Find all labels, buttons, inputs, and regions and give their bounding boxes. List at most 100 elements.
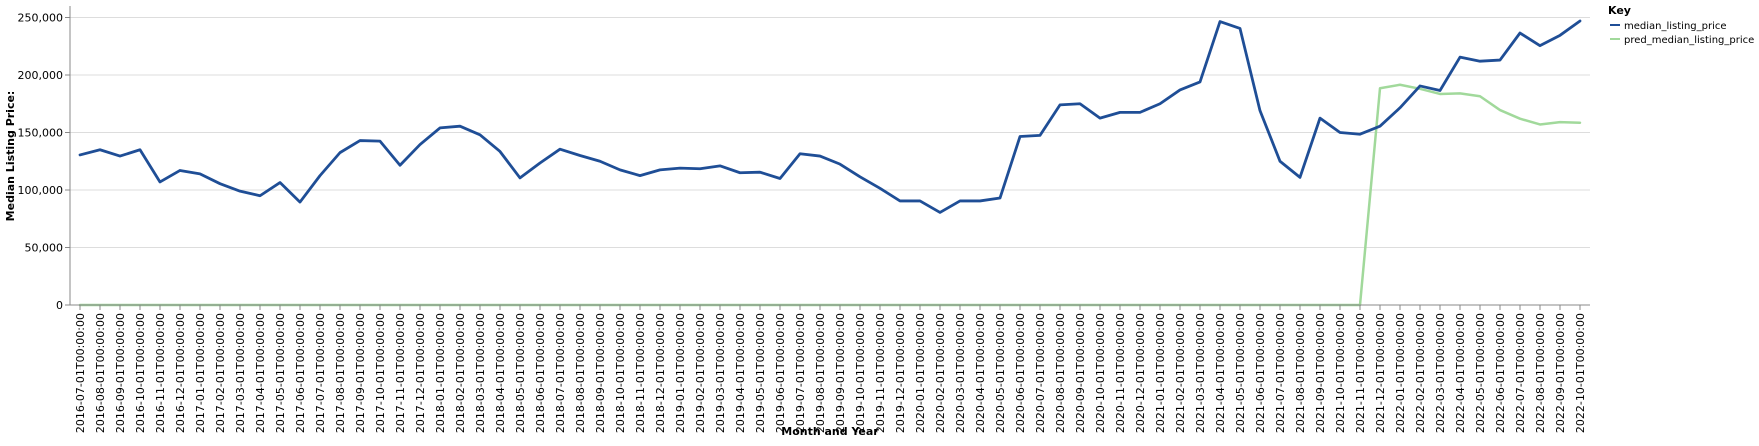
x-tick-label: 2018-03-01T00:00:00 xyxy=(474,313,487,433)
data-point xyxy=(199,173,202,176)
data-point xyxy=(299,201,302,204)
data-point xyxy=(79,154,82,157)
data-point xyxy=(1539,123,1542,126)
data-point xyxy=(99,148,102,151)
data-point xyxy=(1459,56,1462,59)
data-point xyxy=(1479,95,1482,98)
data-point xyxy=(1499,109,1502,112)
x-tick-label: 2019-12-01T00:00:00 xyxy=(894,313,907,433)
data-point xyxy=(1359,133,1362,136)
data-point xyxy=(479,133,482,136)
x-tick-label: 2017-02-01T00:00:00 xyxy=(214,313,227,433)
y-axis-title: Median Listing Price: xyxy=(4,91,17,222)
x-tick-label: 2016-12-01T00:00:00 xyxy=(174,313,187,433)
data-point xyxy=(1439,89,1442,92)
x-tick-label: 2019-11-01T00:00:00 xyxy=(874,313,887,433)
x-tick-label: 2018-12-01T00:00:00 xyxy=(654,313,667,433)
data-point xyxy=(899,200,902,203)
data-point xyxy=(1139,111,1142,114)
x-tick-label: 2019-10-01T00:00:00 xyxy=(854,313,867,433)
x-tick-label: 2017-09-01T00:00:00 xyxy=(354,313,367,433)
data-point xyxy=(1559,34,1562,37)
x-tick-label: 2020-01-01T00:00:00 xyxy=(914,313,927,433)
data-point xyxy=(979,200,982,203)
x-tick-label: 2019-09-01T00:00:00 xyxy=(834,313,847,433)
x-tick-label: 2021-11-01T00:00:00 xyxy=(1354,313,1367,433)
data-point xyxy=(1539,44,1542,47)
x-tick-label: 2019-07-01T00:00:00 xyxy=(794,313,807,433)
data-point xyxy=(379,140,382,143)
x-tick-label: 2018-08-01T00:00:00 xyxy=(574,313,587,433)
data-point xyxy=(759,171,762,174)
x-tick-label: 2018-07-01T00:00:00 xyxy=(554,313,567,433)
x-tick-label: 2022-03-01T00:00:00 xyxy=(1434,313,1447,433)
axes: Median Listing Price: Month and Year 0 50… xyxy=(4,6,1590,438)
x-tick-label: 2017-08-01T00:00:00 xyxy=(334,313,347,433)
data-point xyxy=(1499,59,1502,62)
data-point xyxy=(799,152,802,155)
x-tick-label: 2020-11-01T00:00:00 xyxy=(1114,313,1127,433)
y-tick-label: 100,000 xyxy=(18,184,64,197)
data-point xyxy=(1339,131,1342,134)
legend-title: Key xyxy=(1608,4,1631,17)
data-point xyxy=(1399,83,1402,86)
x-tick-label: 2022-01-01T00:00:00 xyxy=(1394,313,1407,433)
x-tick-label: 2017-04-01T00:00:00 xyxy=(254,313,267,433)
x-tick-label: 2018-01-01T00:00:00 xyxy=(434,313,447,433)
x-tick-label: 2016-09-01T00:00:00 xyxy=(114,313,127,433)
data-point xyxy=(439,127,442,130)
data-point xyxy=(1579,20,1582,23)
data-point xyxy=(1579,121,1582,124)
x-tick-label: 2018-11-01T00:00:00 xyxy=(634,313,647,433)
x-tick-label: 2020-02-01T00:00:00 xyxy=(934,313,947,433)
data-point xyxy=(879,187,882,190)
x-tick-label: 2022-10-01T00:00:00 xyxy=(1574,313,1587,433)
legend: Key median_listing_price pred_median_lis… xyxy=(1608,4,1754,46)
data-point xyxy=(539,162,542,165)
x-tick-label: 2021-08-01T00:00:00 xyxy=(1294,313,1307,433)
x-tick-label: 2017-01-01T00:00:00 xyxy=(194,313,207,433)
x-tick-label: 2017-05-01T00:00:00 xyxy=(274,313,287,433)
data-point xyxy=(1059,104,1062,107)
x-tick-label: 2021-09-01T00:00:00 xyxy=(1314,313,1327,433)
x-tick-label: 2017-03-01T00:00:00 xyxy=(234,313,247,433)
data-point xyxy=(339,151,342,154)
data-point xyxy=(399,164,402,167)
x-tick-label: 2016-10-01T00:00:00 xyxy=(134,313,147,433)
data-point xyxy=(119,155,122,158)
data-point xyxy=(1039,134,1042,137)
x-tick-label: 2021-01-01T00:00:00 xyxy=(1154,313,1167,433)
data-point xyxy=(739,171,742,174)
y-tick-label: 150,000 xyxy=(18,127,64,140)
data-point xyxy=(1439,93,1442,96)
data-point xyxy=(1519,117,1522,120)
data-point xyxy=(159,181,162,184)
x-tick-label: 2021-05-01T00:00:00 xyxy=(1234,313,1247,433)
x-tick-label: 2016-11-01T00:00:00 xyxy=(154,313,167,433)
x-tick-label: 2017-10-01T00:00:00 xyxy=(374,313,387,433)
data-point xyxy=(999,197,1002,200)
x-tick-label: 2018-09-01T00:00:00 xyxy=(594,313,607,433)
x-tick-label: 2020-04-01T00:00:00 xyxy=(974,313,987,433)
data-point xyxy=(219,182,222,185)
y-tick-label: 0 xyxy=(56,299,63,312)
x-axis-title: Month and Year xyxy=(781,425,879,438)
data-point xyxy=(1459,92,1462,95)
data-point xyxy=(319,174,322,177)
x-tick-label: 2018-10-01T00:00:00 xyxy=(614,313,627,433)
x-tick-label: 2017-07-01T00:00:00 xyxy=(314,313,327,433)
x-tick-label: 2018-05-01T00:00:00 xyxy=(514,313,527,433)
x-tick-label: 2018-02-01T00:00:00 xyxy=(454,313,467,433)
data-point xyxy=(1159,102,1162,105)
data-point xyxy=(279,181,282,184)
x-tick-label: 2022-02-01T00:00:00 xyxy=(1414,313,1427,433)
data-point xyxy=(359,139,362,142)
data-point xyxy=(599,160,602,163)
data-point xyxy=(1519,32,1522,35)
data-point xyxy=(1179,89,1182,92)
data-point xyxy=(559,148,562,151)
x-tick-label: 2020-05-01T00:00:00 xyxy=(994,313,1007,433)
x-tick-label: 2017-12-01T00:00:00 xyxy=(414,313,427,433)
